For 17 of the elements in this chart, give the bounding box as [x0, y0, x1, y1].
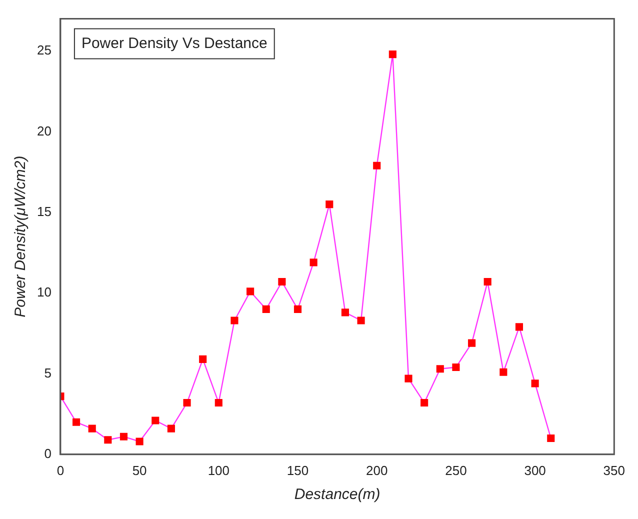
annotation: Power Density Vs Destance: [81, 34, 268, 52]
y-tick-label: 5: [44, 365, 52, 380]
x-tick-label: 350: [603, 462, 626, 478]
x-tick-label: 0: [56, 462, 64, 478]
x-tick-label: 50: [132, 462, 147, 478]
y-tick-label: 20: [36, 123, 52, 138]
y-tick-label: 15: [36, 204, 52, 219]
y-tick-label: 25: [36, 42, 52, 58]
x-tick-label: 100: [208, 462, 230, 478]
y-tick-label: 0: [44, 446, 52, 461]
y-tick-label: 10: [36, 284, 52, 300]
x-tick-label: 150: [286, 462, 309, 478]
x-axis-title: Destance(m): [294, 486, 380, 504]
y-axis-title: Power Density(μW/cm2): [12, 156, 30, 318]
x-tick-label: 300: [524, 462, 546, 478]
x-tick-label: 200: [366, 462, 388, 478]
x-tick-label: 250: [445, 462, 467, 478]
